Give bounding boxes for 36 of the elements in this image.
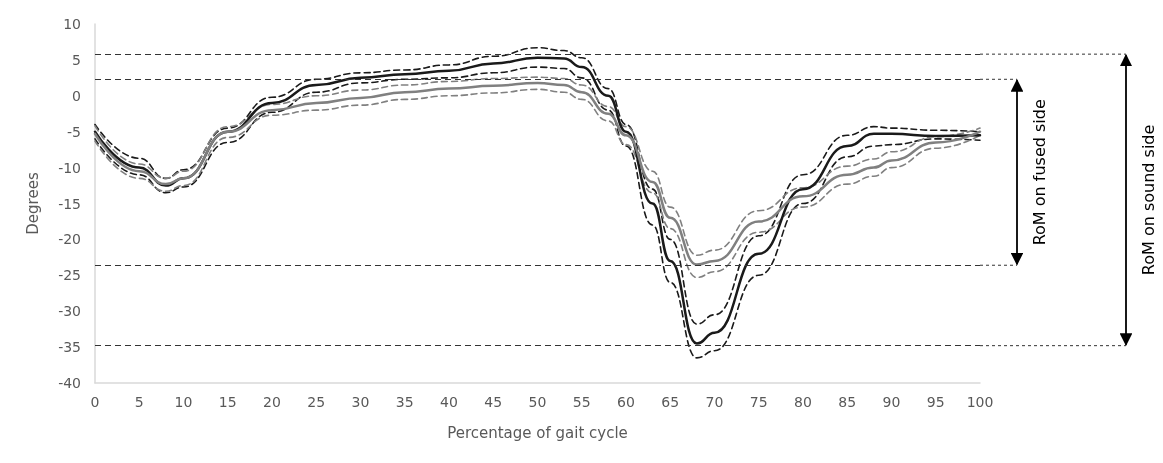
x-tick-label: 95 (926, 394, 945, 410)
y-tick-label: 0 (72, 87, 81, 104)
y-tick-label: -15 (58, 195, 81, 212)
y-tick-label: -20 (58, 231, 81, 248)
x-tick-label: 35 (395, 394, 414, 410)
text: RoM on sound side (1139, 124, 1158, 276)
y-tick-label: 5 (72, 51, 81, 68)
x-tick-label: 65 (661, 394, 680, 410)
x-tick-label: 70 (705, 394, 724, 410)
x-tick-label: 50 (528, 394, 547, 410)
x-tick-label: 25 (307, 394, 326, 410)
x-tick-label: 55 (572, 394, 591, 410)
x-tick-label: 15 (218, 394, 237, 410)
x-tick-label: 30 (351, 394, 370, 410)
x-tick-label: 5 (134, 394, 144, 410)
y-tick-label: -40 (58, 375, 81, 391)
y-tick-label: -25 (58, 267, 81, 284)
x-tick-label: 85 (838, 394, 857, 410)
x-tick-label: 80 (794, 394, 812, 410)
x-tick-label: 60 (617, 394, 635, 410)
x-axis-title: Percentage of gait cycle (447, 423, 628, 442)
y-axis-title: Degrees (23, 172, 42, 235)
x-tick-label: 45 (484, 394, 503, 410)
y-tick-label: -10 (58, 159, 81, 176)
y-tick-label: -30 (58, 303, 81, 320)
x-tick-label: 10 (174, 394, 193, 410)
x-tick-label: 40 (440, 394, 458, 410)
x-tick-label: 75 (749, 394, 768, 410)
y-tick-label: -35 (58, 339, 81, 356)
x-tick-label: 90 (882, 394, 901, 410)
y-tick-label: 10 (63, 16, 81, 32)
x-tick-label: 0 (90, 394, 100, 410)
x-tick-label: 20 (263, 394, 281, 410)
text: RoM on fused side (1030, 99, 1049, 246)
x-tick-label: 100 (966, 394, 994, 410)
y-tick-label: -5 (67, 123, 81, 140)
